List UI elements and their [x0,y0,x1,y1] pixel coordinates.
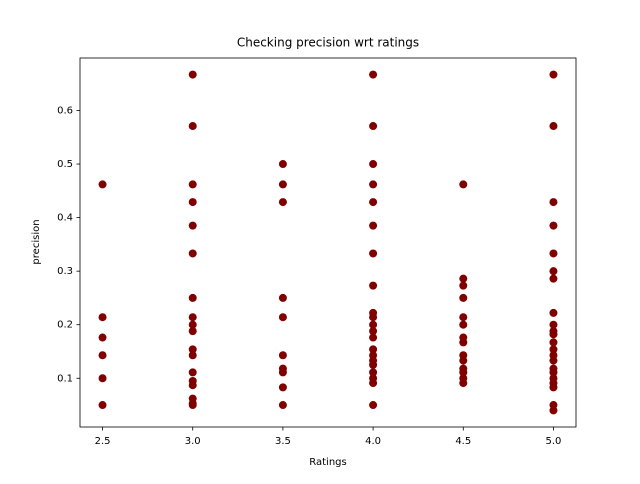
point [98,401,107,410]
point [369,345,378,354]
point [549,267,558,276]
y-axis-label: precision [31,219,42,264]
point [459,356,468,365]
point [98,374,107,383]
point [549,368,558,377]
x-tick-label: 4.0 [365,436,381,447]
point [98,313,107,322]
point [278,368,287,377]
point [188,320,197,329]
y-tick-label: 0.3 [57,266,73,277]
point [549,198,558,207]
point [188,221,197,230]
point [98,180,107,189]
point [188,293,197,302]
point [98,351,107,360]
point [369,401,378,410]
point [278,160,287,169]
y-tick-label: 0.5 [57,159,73,170]
point [188,122,197,131]
point [549,338,558,347]
point [369,281,378,290]
x-tick-label: 2.5 [95,436,111,447]
point [188,327,197,336]
point [369,320,378,329]
point [459,320,468,329]
point [188,368,197,377]
point [188,345,197,354]
point [188,180,197,189]
point [459,180,468,189]
point [188,198,197,207]
x-tick-label: 3.5 [275,436,291,447]
point [549,330,558,339]
point [369,327,378,336]
point [188,249,197,258]
point [459,368,468,377]
x-tick-label: 3.0 [185,436,201,447]
x-tick-label: 4.5 [455,436,471,447]
point [188,70,197,79]
y-tick-label: 0.4 [57,213,73,224]
point [278,180,287,189]
x-tick-label: 5.0 [546,436,562,447]
point [369,360,378,369]
point [188,381,197,390]
point [278,313,287,322]
point [549,320,558,329]
point [459,338,468,347]
point [369,221,378,230]
point [369,249,378,258]
point [278,293,287,302]
point [188,399,197,408]
point [549,406,558,415]
point [459,379,468,388]
point [278,383,287,392]
point [549,70,558,79]
y-tick-label: 0.2 [57,320,73,331]
point [369,333,378,342]
point [459,274,468,283]
point [549,249,558,258]
point [369,379,378,388]
y-tick-label: 0.1 [57,373,73,384]
point [369,70,378,79]
point [549,122,558,131]
point [369,198,378,207]
point [459,313,468,322]
chart-title: Checking precision wrt ratings [237,36,419,50]
point [278,401,287,410]
point [369,313,378,322]
point [369,180,378,189]
point [549,345,558,354]
point [549,308,558,317]
point [278,198,287,207]
point [459,281,468,290]
point [369,122,378,131]
point [98,333,107,342]
point [188,313,197,322]
point [369,368,378,377]
point [549,356,558,365]
point [549,383,558,392]
x-axis-label: Ratings [309,457,346,468]
plot-frame [79,57,577,428]
point [369,160,378,169]
point [278,351,287,360]
point [549,274,558,283]
y-tick-label: 0.6 [57,105,73,116]
point [188,351,197,360]
point [459,293,468,302]
point [549,221,558,230]
